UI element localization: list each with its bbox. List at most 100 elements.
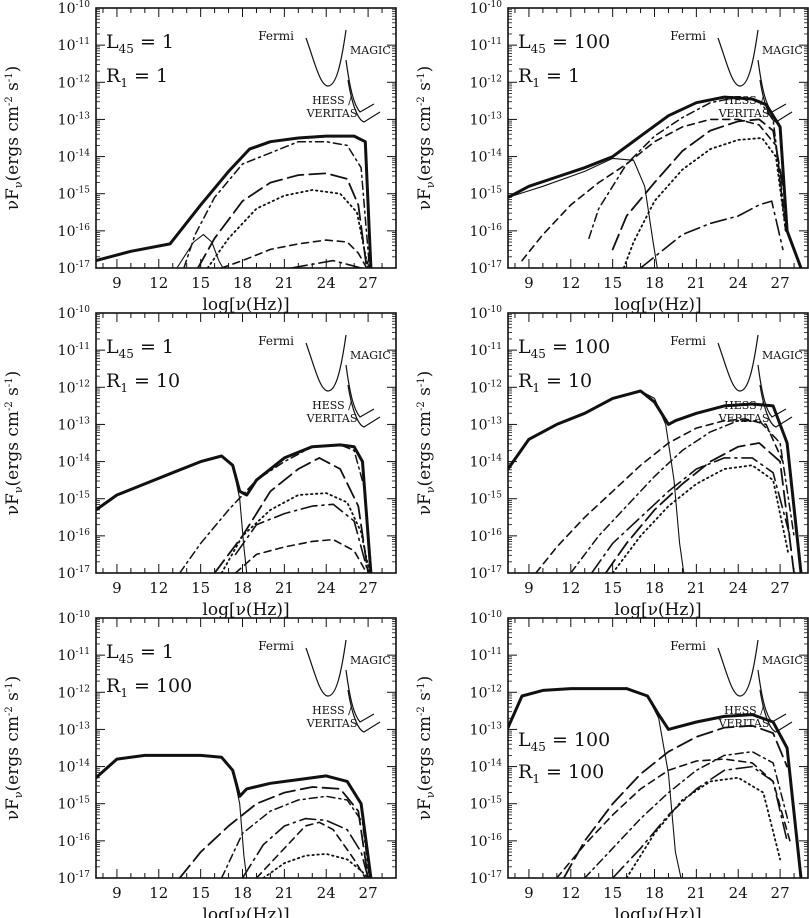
magic-sensitivity-curve (345, 364, 375, 418)
x-tick-label: 18 (233, 884, 252, 902)
x-tick-label: 12 (561, 884, 580, 902)
fermi-sensitivity-curve (305, 29, 347, 87)
y-tick-label: 10-12 (58, 684, 90, 701)
x-tick-label: 9 (524, 579, 534, 597)
param-L45-label: L45 = 100 (518, 729, 610, 754)
y-tick-label: 10-12 (470, 74, 502, 91)
magic-label: MAGIC (762, 44, 803, 57)
instrument-sensitivity-curves (717, 334, 793, 428)
hess-label: HESS / (724, 94, 764, 107)
x-tick-label: 18 (233, 274, 252, 292)
x-tick-label: 9 (112, 274, 122, 292)
x-tick-label: 12 (149, 884, 168, 902)
series-line-dash-dot (178, 444, 372, 573)
x-tick-label: 15 (603, 274, 622, 292)
y-axis-title: νFν(ergs cm-2 s-1) (3, 371, 25, 516)
y-tick-label: 10-13 (58, 721, 91, 738)
series-line-long-dash (178, 786, 370, 878)
series-line-dotted (262, 853, 370, 878)
param-R1-label: R1 = 100 (106, 675, 192, 700)
hess-veritas-sensitivity-curve (759, 689, 793, 733)
x-tick-label: 9 (112, 579, 122, 597)
param-R1-label: R1 = 100 (518, 761, 604, 786)
y-tick-label: 10-14 (58, 759, 91, 776)
magic-label: MAGIC (762, 654, 803, 667)
veritas-label: VERITAS (718, 412, 770, 425)
x-tick-label: 15 (191, 274, 210, 292)
param-L45-label: L45 = 1 (106, 641, 174, 666)
param-R1-label: R1 = 1 (106, 65, 168, 90)
x-tick-label: 18 (233, 579, 252, 597)
series-line-long-dash (562, 724, 788, 878)
instrument-sensitivity-curves (305, 639, 381, 733)
param-R1-label: R1 = 10 (106, 370, 180, 395)
series-line-synchrotron (96, 455, 248, 573)
series-line-long-dash (213, 456, 370, 573)
x-tick-label: 15 (191, 884, 210, 902)
y-tick-label: 10-13 (470, 111, 503, 128)
x-tick-label: 21 (687, 884, 706, 902)
y-tick-label: 10-10 (58, 610, 91, 627)
chart-panel-3: 9 12 15 18 21 24 27 10-10 10-11 10-12 10-13 10-14 10… (3, 305, 397, 620)
y-tick-label: 10-15 (58, 186, 91, 203)
veritas-label: VERITAS (306, 717, 358, 730)
y-tick-label: 10-11 (470, 647, 502, 664)
series-line-dotted (206, 189, 370, 268)
chart-panel-4: 9 12 15 18 21 24 27 10-10 10-11 10-12 10-13 10-14 10… (415, 305, 809, 620)
hess-veritas-sensitivity-curve (759, 384, 793, 428)
x-axis-title: log[ν(Hz)] (614, 295, 701, 315)
x-tick-label: 12 (561, 579, 580, 597)
x-tick-label: 15 (603, 884, 622, 902)
y-tick-label: 10-12 (470, 379, 502, 396)
fermi-label: Fermi (670, 639, 706, 653)
y-tick-label: 10-14 (470, 759, 503, 776)
fermi-sensitivity-curve (305, 334, 347, 392)
magic-sensitivity-curve (345, 59, 375, 113)
x-tick-label: 24 (729, 884, 748, 902)
param-R1-label: R1 = 10 (518, 370, 592, 395)
x-tick-label: 24 (729, 274, 748, 292)
param-L45-label: L45 = 1 (106, 31, 174, 56)
series-group (96, 443, 373, 573)
series-group (96, 753, 373, 878)
plot-frame (507, 7, 809, 269)
magic-sensitivity-curve (757, 59, 787, 113)
hess-veritas-sensitivity-curve (759, 79, 793, 123)
magic-sensitivity-curve (757, 669, 787, 723)
x-tick-label: 27 (771, 579, 790, 597)
x-axis-title: log[ν(Hz)] (202, 905, 289, 918)
series-line-long-dash-dot (234, 503, 369, 573)
y-axis-title: νFν(ergs cm-2 s-1) (3, 676, 25, 821)
hess-label: HESS / (724, 399, 764, 412)
y-axis-title: νFν(ergs cm-2 s-1) (415, 676, 437, 821)
x-tick-label: 15 (603, 579, 622, 597)
veritas-label: VERITAS (718, 107, 770, 120)
series-line-long-dash-dot (611, 765, 788, 878)
x-tick-label: 9 (524, 274, 534, 292)
y-tick-label: 10-11 (470, 37, 502, 54)
x-tick-label: 21 (275, 884, 294, 902)
y-tick-label: 10-15 (58, 491, 91, 508)
series-line-synchrotron (96, 754, 248, 878)
x-tick-label: 24 (729, 579, 748, 597)
param-L45-label: L45 = 1 (106, 336, 174, 361)
series-line-dash-dot (183, 140, 371, 268)
fermi-sensitivity-curve (717, 639, 759, 697)
y-tick-label: 10-15 (470, 796, 503, 813)
hess-label: HESS / (312, 399, 352, 412)
y-tick-label: 10-16 (58, 223, 91, 240)
plot-frame (507, 312, 809, 574)
y-tick-label: 10-13 (470, 416, 503, 433)
plot-frame (95, 7, 397, 269)
magic-label: MAGIC (762, 349, 803, 362)
hess-veritas-sensitivity-curve (347, 79, 381, 123)
y-tick-label: 10-12 (58, 379, 90, 396)
magic-label: MAGIC (350, 349, 391, 362)
x-tick-label: 21 (687, 274, 706, 292)
x-axis-title: log[ν(Hz)] (614, 905, 701, 918)
series-line-long-dash (604, 442, 795, 573)
magic-sensitivity-curve (345, 669, 375, 723)
series-line-total (508, 95, 803, 268)
x-tick-label: 24 (317, 274, 336, 292)
